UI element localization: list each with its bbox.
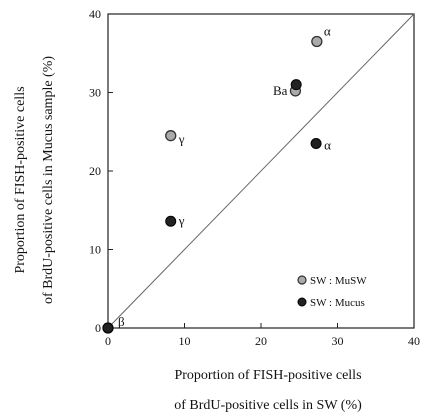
x-tick-label: 40 [408,334,420,348]
legend-marker [297,297,307,307]
point-label: γ [178,213,185,228]
reference-line [107,13,415,329]
legend-marker [297,275,307,285]
x-tick-label: 20 [255,334,267,348]
y-axis-title-line-1: Proportion of FISH-positive cells [13,86,28,273]
point-label: Ba [273,83,288,98]
series-1: α Ba γ [102,23,331,334]
mucus-point [310,138,322,150]
x-tick-label: 0 [105,334,111,348]
legend-label: SW : Mucus [310,297,365,309]
mucus-point [102,322,114,334]
point-label: γ [178,132,185,147]
point-label: α [324,23,331,38]
y-tick-label: 0 [95,321,101,335]
y-tick-label: 20 [89,164,101,178]
mucus-point [165,215,177,227]
legend: SW : MuSW SW : Mucus [297,275,367,309]
legend-label: SW : MuSW [310,275,367,287]
x-tick-label: 10 [179,334,191,348]
x-axis-title-line-2: of BrdU-positive cells in SW (%) [174,398,362,413]
y-axis-title-line-2: of BrdU-positive cells in Mucus sample (… [41,56,56,304]
y-tick-label: 40 [89,7,101,21]
ticks: 0 10 20 30 40 0 10 20 30 40 [89,7,420,348]
x-tick-label: 30 [332,334,344,348]
data-points: α Ba γ α γ β [102,23,331,334]
muSW-point [311,35,323,48]
identity-line [107,13,415,329]
point-label: β [118,314,125,329]
y-tick-label: 10 [89,243,101,257]
x-axis-title-line-1: Proportion of FISH-positive cells [174,368,361,383]
y-tick-label: 30 [89,86,101,100]
series-2: α γ β [102,79,331,334]
muSW-point [165,130,177,142]
mucus-point [290,79,302,91]
point-label: α [324,138,331,153]
